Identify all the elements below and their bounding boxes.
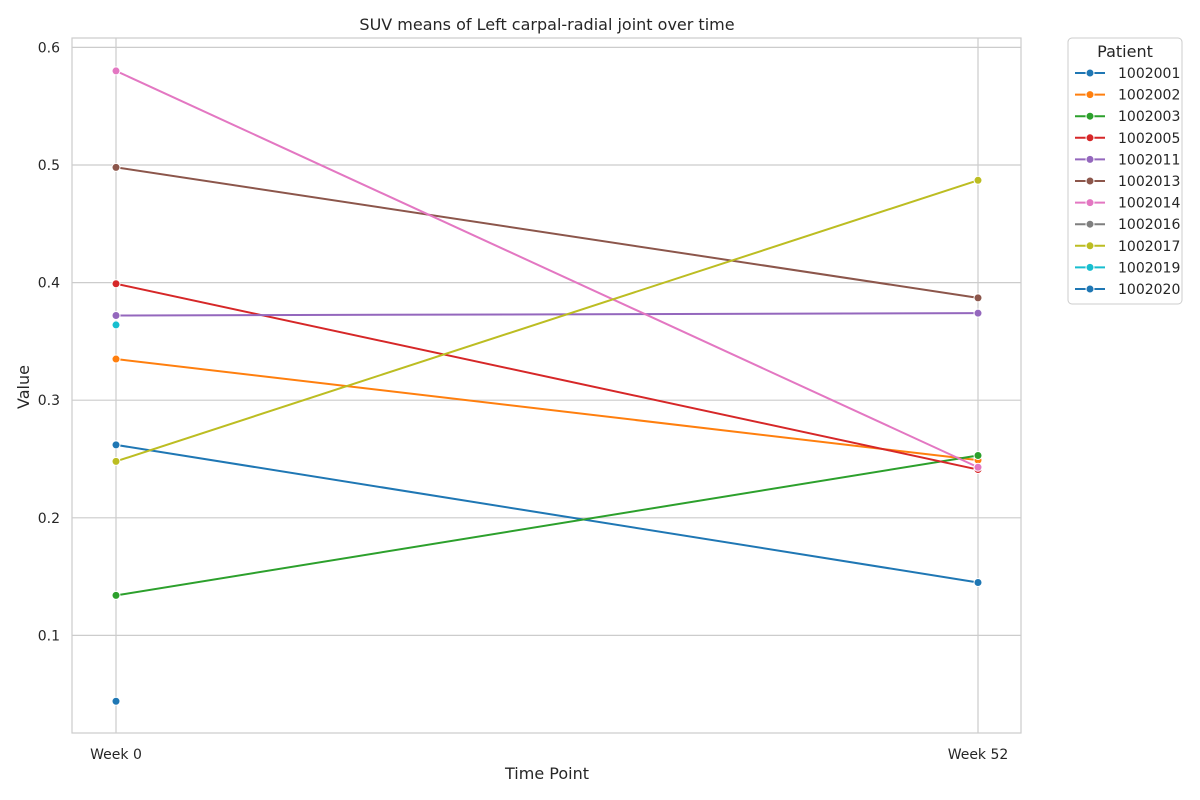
data-point	[111, 696, 121, 706]
data-point	[973, 293, 983, 303]
data-point	[111, 279, 121, 289]
legend-item: 1002003	[1075, 109, 1180, 125]
series-1002011	[111, 308, 983, 321]
y-tick-label: 0.1	[38, 628, 60, 644]
legend-label: 1002014	[1118, 196, 1180, 212]
legend-marker	[1085, 154, 1095, 164]
legend-label: 1002001	[1118, 66, 1180, 82]
series-1002020	[111, 696, 121, 706]
legend-item: 1002002	[1075, 88, 1180, 104]
legend-item: 1002013	[1075, 174, 1180, 190]
legend-item: 1002014	[1075, 196, 1180, 212]
legend-marker	[1085, 219, 1095, 229]
data-point	[973, 577, 983, 587]
series-line	[115, 70, 979, 469]
series-line	[115, 443, 979, 584]
series-line	[115, 312, 979, 317]
x-axis-label: Time Point	[504, 764, 589, 783]
legend-label: 1002019	[1118, 260, 1180, 276]
legend-item: 1002020	[1075, 282, 1180, 298]
data-point	[973, 308, 983, 318]
legend-item: 1002005	[1075, 131, 1180, 147]
legend-marker	[1085, 90, 1095, 100]
legend-item: 1002019	[1075, 260, 1180, 276]
legend-label: 1002011	[1118, 152, 1180, 168]
grid-lines	[72, 38, 1021, 733]
series-line	[115, 179, 979, 463]
series-1002017	[111, 175, 983, 466]
series-1002014	[111, 66, 983, 472]
y-tick-label: 0.4	[38, 276, 60, 292]
series-1002001	[111, 440, 983, 587]
legend-label: 1002017	[1118, 239, 1180, 255]
y-tick-label: 0.5	[38, 158, 60, 174]
data-point	[111, 311, 121, 321]
legend-item: 1002016	[1075, 217, 1180, 233]
plot-area	[71, 37, 1022, 734]
data-point	[111, 320, 121, 330]
legend-label: 1002002	[1118, 88, 1180, 104]
legend-item: 1002001	[1075, 66, 1180, 82]
data-point	[973, 175, 983, 185]
legend-item: 1002017	[1075, 239, 1180, 255]
legend-box	[1067, 37, 1183, 305]
series-1002019	[111, 320, 121, 330]
chart-title: SUV means of Left carpal-radial joint ov…	[359, 15, 734, 34]
data-point	[973, 462, 983, 472]
legend-marker	[1085, 133, 1095, 143]
series-lines	[111, 66, 983, 706]
series-line	[115, 166, 979, 299]
legend-marker	[1085, 241, 1095, 251]
legend-label: 1002005	[1118, 131, 1180, 147]
data-point	[973, 450, 983, 460]
y-axis-label: Value	[14, 365, 33, 409]
data-point	[111, 456, 121, 466]
y-tick-label: 0.3	[38, 393, 60, 409]
legend: Patient 1002001 1002002 1002003 1002005 1002…	[1067, 37, 1183, 305]
data-point	[111, 354, 121, 364]
x-tick-label: Week 52	[948, 747, 1009, 763]
legend-marker	[1085, 284, 1095, 294]
series-line	[115, 454, 979, 597]
series-1002003	[111, 450, 983, 600]
legend-label: 1002020	[1118, 282, 1180, 298]
series-line	[115, 358, 979, 462]
legend-marker	[1085, 111, 1095, 121]
legend-label: 1002013	[1118, 174, 1180, 190]
y-tick-label: 0.6	[38, 40, 60, 56]
legend-marker	[1085, 68, 1095, 78]
series-1002013	[111, 162, 983, 303]
data-point	[111, 162, 121, 172]
legend-marker	[1085, 176, 1095, 186]
tick-labels: Week 0 Week 52 0.1 0.2 0.3 0.4 0.5 0.6	[38, 40, 1009, 763]
legend-item: 1002011	[1075, 152, 1180, 168]
data-point	[111, 66, 121, 76]
data-point	[111, 590, 121, 600]
legend-marker	[1085, 198, 1095, 208]
legend-title: Patient	[1097, 42, 1153, 61]
x-tick-label: Week 0	[90, 747, 142, 763]
data-point	[111, 440, 121, 450]
legend-label: 1002003	[1118, 109, 1180, 125]
legend-marker	[1085, 262, 1095, 272]
y-tick-label: 0.2	[38, 511, 60, 527]
legend-label: 1002016	[1118, 217, 1180, 233]
